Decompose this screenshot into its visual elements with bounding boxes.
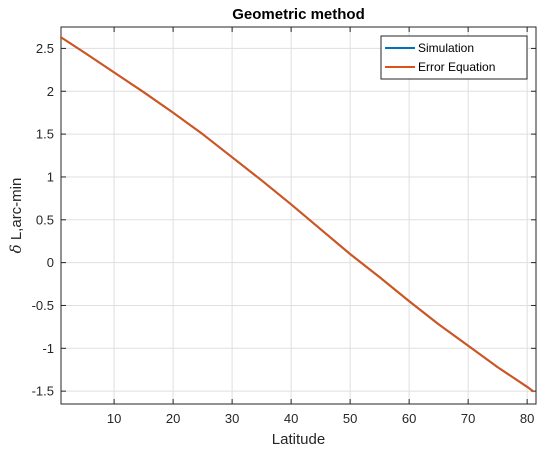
legend-label-error-equation: Error Equation xyxy=(418,60,495,74)
y-axis-title-text: L,arc-min xyxy=(8,178,25,245)
series xyxy=(60,36,535,393)
x-tick-label: 60 xyxy=(402,411,416,426)
chart-title: Geometric method xyxy=(232,6,365,23)
plot-area-frame xyxy=(60,26,537,405)
legend: Simulation Error Equation xyxy=(380,35,528,80)
x-tick-label: 30 xyxy=(225,411,239,426)
x-tick-label: 20 xyxy=(166,411,180,426)
y-tick-label: 2 xyxy=(47,84,54,99)
y-axis-title-symbol: δ xyxy=(7,244,25,253)
y-tick-label: -1.5 xyxy=(32,384,54,399)
y-tick-label: -1 xyxy=(42,341,54,356)
y-tick-label: 0 xyxy=(47,255,54,270)
grid xyxy=(61,27,536,404)
x-tick-label: 50 xyxy=(343,411,357,426)
x-tick-label: 80 xyxy=(520,411,534,426)
legend-box xyxy=(380,35,528,80)
x-axis-title: Latitude xyxy=(272,431,325,448)
x-tick-label: 70 xyxy=(461,411,475,426)
x-tick-label: 10 xyxy=(107,411,121,426)
y-tick-label: 2.5 xyxy=(36,41,54,56)
y-tick-label: 0.5 xyxy=(36,212,54,227)
x-tick-label: 40 xyxy=(284,411,298,426)
y-tick-label: 1.5 xyxy=(36,127,54,142)
y-axis-title: δ L,arc-min xyxy=(7,178,25,254)
ticks: 10 20 30 40 50 60 70 80 -1.5 -1 -0.5 0 0.5 1 1.5 2 2.5 xyxy=(32,27,536,426)
y-tick-label: -0.5 xyxy=(32,298,54,313)
legend-label-simulation: Simulation xyxy=(418,41,474,55)
y-tick-label: 1 xyxy=(47,169,54,184)
series-line-error-equation xyxy=(60,36,535,393)
